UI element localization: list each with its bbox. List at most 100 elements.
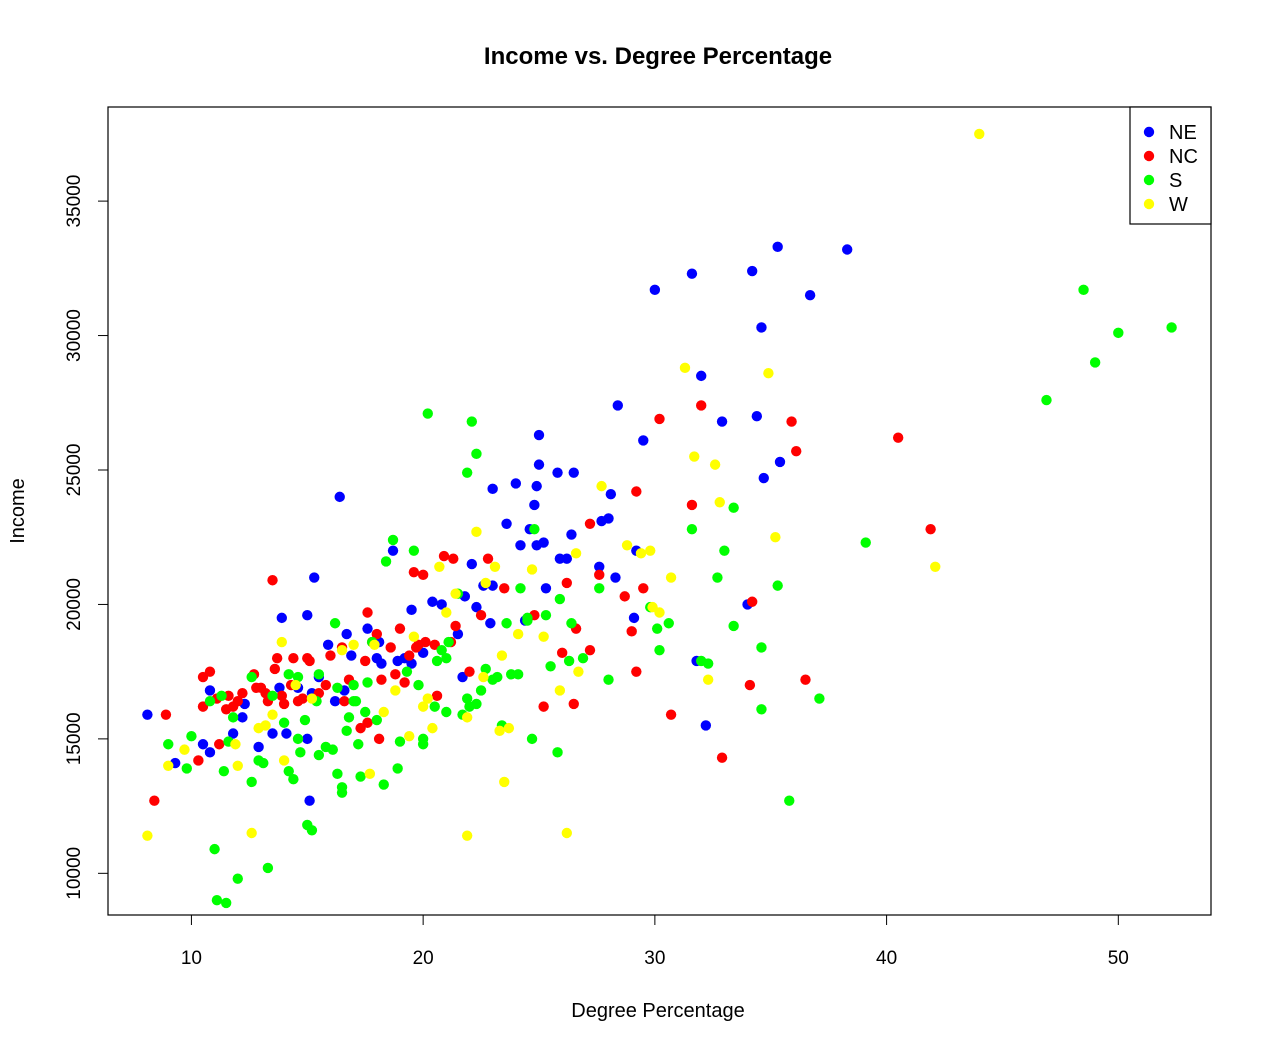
data-point — [566, 529, 577, 540]
data-point — [378, 706, 389, 718]
data-point — [892, 432, 904, 443]
data-point — [401, 666, 413, 677]
data-point — [526, 564, 538, 575]
data-point — [441, 607, 452, 618]
data-point — [665, 572, 677, 583]
data-point — [417, 569, 429, 581]
data-point — [471, 448, 482, 460]
data-point — [654, 644, 665, 656]
data-point — [804, 290, 816, 301]
data-point — [309, 572, 320, 583]
data-point — [413, 679, 424, 691]
data-point — [360, 655, 371, 667]
data-point — [371, 714, 382, 726]
data-point — [645, 545, 656, 556]
data-point — [246, 671, 257, 683]
data-point — [232, 873, 243, 884]
data-point — [302, 733, 313, 745]
plot-area-border — [107, 106, 1212, 916]
data-point — [686, 523, 698, 535]
data-point — [594, 561, 605, 572]
data-point — [475, 685, 487, 696]
data-point — [552, 747, 563, 758]
data-point — [568, 467, 579, 478]
data-point — [276, 612, 287, 624]
x-tick-label: 40 — [876, 948, 897, 969]
data-point — [142, 830, 153, 841]
data-point — [336, 644, 348, 656]
data-point — [686, 499, 698, 511]
data-point — [494, 725, 505, 737]
data-point — [227, 712, 239, 723]
data-point — [746, 265, 758, 277]
data-point — [487, 483, 498, 495]
data-point — [292, 733, 304, 745]
data-point — [1078, 284, 1089, 296]
data-point — [763, 367, 774, 379]
x-axis: 10 20 30 40 50 — [181, 914, 1129, 969]
data-point — [554, 593, 566, 605]
data-point — [204, 685, 216, 696]
data-point — [480, 663, 491, 675]
data-point — [204, 666, 216, 677]
data-point — [348, 639, 359, 650]
data-point — [376, 674, 387, 685]
data-point — [290, 679, 301, 691]
y-axis: 10000 15000 20000 25000 30000 35000 — [64, 175, 109, 900]
series-ne — [142, 241, 853, 806]
data-point — [218, 765, 230, 777]
data-point — [563, 655, 575, 667]
y-tick-label: 35000 — [64, 175, 85, 228]
data-point — [283, 669, 294, 680]
legend-marker-ne — [1143, 126, 1155, 138]
data-point — [390, 685, 401, 696]
data-point — [278, 698, 290, 710]
data-point — [163, 739, 174, 750]
data-point — [329, 696, 341, 707]
data-point — [260, 720, 271, 731]
data-point — [784, 795, 795, 806]
data-point — [343, 712, 355, 723]
data-point — [499, 583, 510, 594]
legend-label-nc: NC — [1169, 146, 1198, 168]
data-point — [149, 795, 160, 806]
data-point — [716, 752, 728, 763]
data-point — [394, 736, 406, 747]
data-point — [930, 561, 941, 572]
data-point — [1166, 322, 1177, 333]
data-point — [313, 749, 325, 761]
data-point — [355, 771, 366, 782]
data-point — [267, 690, 278, 702]
legend-marker-w — [1143, 198, 1155, 210]
data-point — [417, 739, 429, 750]
data-point — [501, 618, 512, 629]
data-point — [163, 760, 174, 771]
data-point — [635, 548, 647, 559]
data-point — [404, 730, 415, 742]
data-point — [399, 677, 410, 688]
data-point — [566, 618, 577, 629]
data-point — [756, 322, 767, 333]
data-point — [714, 497, 725, 508]
data-point — [406, 604, 417, 616]
data-point — [276, 636, 287, 648]
data-point — [464, 666, 475, 677]
data-point — [605, 488, 617, 500]
data-point — [246, 776, 257, 788]
data-point — [373, 733, 385, 745]
data-point — [390, 669, 401, 680]
data-point — [461, 830, 473, 841]
data-point — [663, 618, 674, 629]
data-point — [387, 545, 399, 556]
data-point — [686, 268, 698, 279]
data-point — [814, 693, 825, 704]
data-point — [540, 583, 552, 594]
data-point — [654, 607, 665, 618]
data-point — [631, 486, 642, 497]
data-point — [306, 693, 318, 704]
data-point — [142, 709, 153, 720]
x-axis-label: Degree Percentage — [571, 1000, 744, 1022]
data-point — [329, 618, 341, 629]
